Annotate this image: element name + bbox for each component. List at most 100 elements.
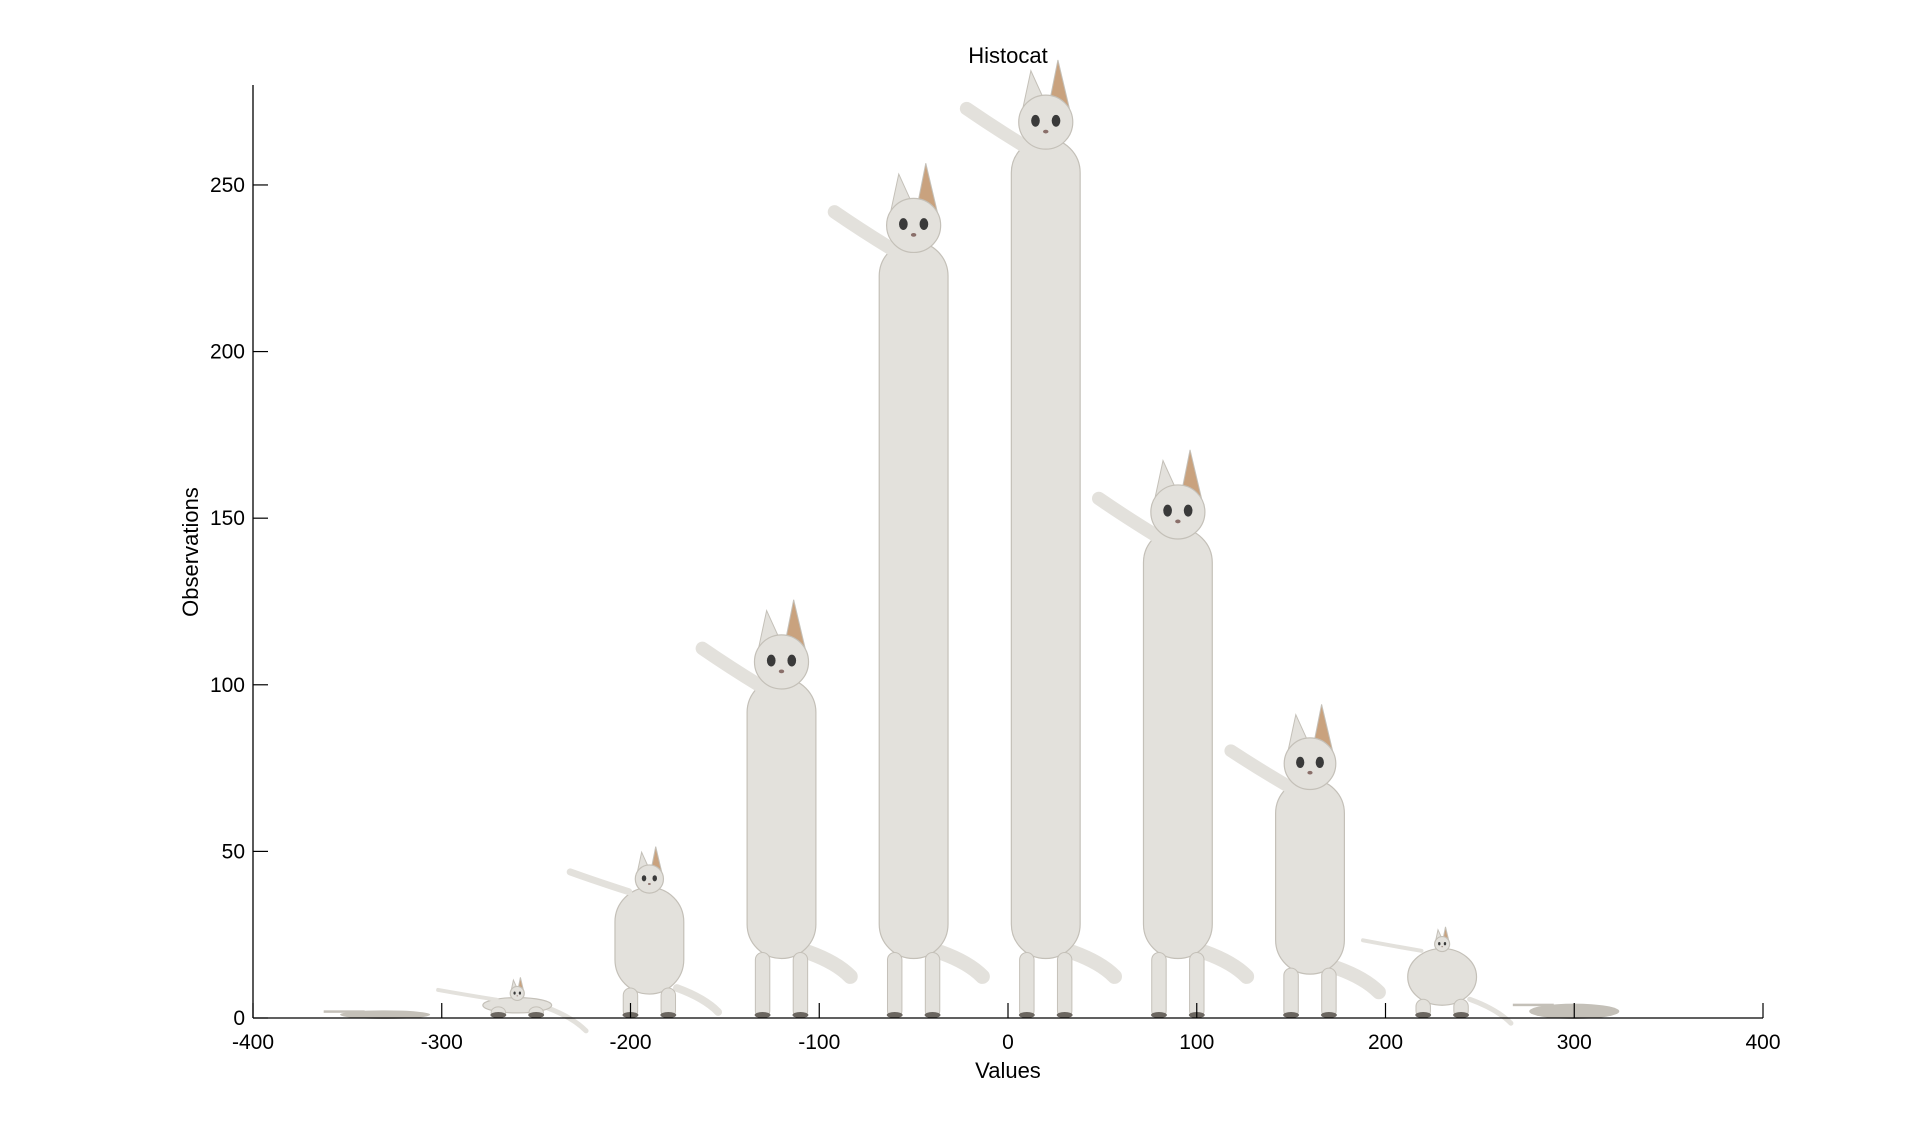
cat-leg — [1019, 952, 1035, 1019]
cat-nose — [1043, 129, 1049, 134]
cat-arm — [827, 205, 900, 257]
cat-arm — [959, 101, 1032, 154]
cat-eye — [1183, 504, 1193, 517]
cat-tail — [1467, 996, 1514, 1026]
cat-tail — [542, 1004, 589, 1034]
y-tick-label: 200 — [210, 341, 245, 364]
cat-arm — [1360, 938, 1424, 953]
cat-tail — [801, 945, 858, 984]
cat-body — [746, 677, 817, 960]
bar-cat — [959, 59, 1122, 1019]
chart-title: Histocat — [968, 43, 1047, 68]
cat-eye — [787, 654, 797, 667]
x-axis-label: Values — [975, 1058, 1041, 1083]
cat-head — [1018, 94, 1074, 150]
cat-paw — [660, 1012, 677, 1018]
ticks: -400 -300 -200 -100 0 100 200 300 400 0 50 100 150 20… — [210, 174, 1781, 1054]
cat-arm — [1091, 491, 1164, 544]
cat-body — [1142, 527, 1213, 960]
cat-nose — [516, 995, 518, 997]
cat-head — [1150, 484, 1206, 540]
x-tick-label: -300 — [421, 1031, 463, 1054]
bar-cat — [827, 163, 990, 1019]
cat-tail — [673, 984, 723, 1016]
cat-eye — [518, 991, 522, 995]
x-tick-label: 400 — [1745, 1031, 1780, 1054]
cat-nose — [1441, 946, 1443, 948]
cat-eye — [513, 991, 516, 995]
y-tick-label: 250 — [210, 174, 245, 197]
cat-leg — [1151, 952, 1167, 1019]
cat-leg — [1056, 952, 1073, 1019]
cat-eye — [1051, 114, 1061, 127]
cat-arm — [566, 868, 633, 896]
cat-head — [509, 985, 525, 1002]
cat-head — [1283, 737, 1337, 791]
cat-tail — [1197, 945, 1255, 984]
cat-paw — [924, 1012, 941, 1018]
cat-body — [1010, 137, 1081, 960]
x-tick-label: 100 — [1179, 1031, 1214, 1054]
cat-paw — [490, 1012, 507, 1018]
cat-paw — [792, 1012, 809, 1018]
cat-body — [1274, 778, 1346, 975]
cat-arm — [1224, 744, 1296, 794]
cat-tail — [1065, 945, 1122, 984]
y-tick-label: 100 — [210, 674, 245, 697]
cat-paw — [1283, 1012, 1300, 1018]
cat-nose — [1307, 770, 1313, 775]
cat-arm — [436, 987, 499, 1002]
bar-cat — [1224, 704, 1386, 1019]
x-tick-label: -100 — [798, 1031, 840, 1054]
cat-head — [634, 864, 665, 894]
cat-nose — [647, 882, 651, 885]
cat-tail — [933, 945, 990, 984]
cat-nose — [1175, 519, 1181, 524]
cat-body — [1407, 947, 1478, 1006]
cat-head — [1434, 935, 1451, 953]
x-tick-label: -400 — [232, 1031, 274, 1054]
bar-cat — [436, 977, 589, 1034]
axes — [252, 85, 1763, 1019]
bar-cat — [323, 1010, 431, 1019]
cat-body — [614, 886, 685, 995]
bar-cat — [695, 599, 858, 1019]
x-tick-label: 0 — [1002, 1031, 1014, 1054]
cat-eye — [652, 875, 657, 882]
cat-eye — [641, 875, 647, 882]
cat-tail — [1330, 961, 1386, 1000]
y-tick-label: 150 — [210, 507, 245, 530]
cat-paw — [754, 1012, 771, 1018]
bar-cat — [1091, 449, 1255, 1019]
y-axis-label: Observations — [178, 487, 203, 617]
x-tick-label: 300 — [1557, 1031, 1592, 1054]
bar-cat — [1360, 926, 1514, 1026]
cat-eye — [1296, 756, 1305, 769]
cat-eye — [919, 218, 929, 231]
y-tick-label: 50 — [222, 840, 245, 863]
cat-leg — [792, 952, 809, 1019]
cat-leg — [1321, 967, 1337, 1019]
cat-body — [878, 241, 949, 960]
cat-paw — [1056, 1012, 1073, 1018]
cat-paw-flat — [323, 1010, 365, 1013]
cat-paw — [528, 1012, 545, 1018]
cat-paw — [1151, 1012, 1167, 1018]
cat-eye — [1315, 756, 1324, 769]
bars-layer — [323, 59, 1620, 1034]
cat-leg — [754, 952, 771, 1019]
bar-cat — [1512, 1003, 1620, 1019]
cat-eye — [1163, 504, 1172, 517]
cat-nose — [778, 669, 785, 674]
cat-eye — [1443, 942, 1447, 946]
cat-leg — [1283, 967, 1299, 1019]
cat-paw — [1415, 1012, 1432, 1018]
x-tick-label: -200 — [609, 1031, 651, 1054]
cat-eye — [899, 218, 908, 231]
cat-arm — [695, 641, 768, 694]
cat-leg — [924, 952, 941, 1019]
cat-paw — [1018, 1012, 1035, 1018]
cat-paw-flat — [1512, 1003, 1554, 1007]
cat-nose — [910, 232, 917, 237]
